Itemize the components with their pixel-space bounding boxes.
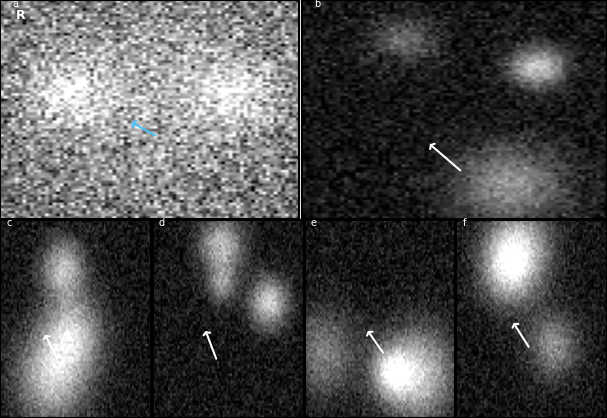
Text: R: R bbox=[16, 9, 25, 22]
Text: f: f bbox=[463, 218, 466, 228]
Text: c: c bbox=[6, 218, 12, 228]
Text: e: e bbox=[311, 218, 317, 228]
Text: a: a bbox=[12, 0, 18, 9]
Text: d: d bbox=[159, 218, 165, 228]
Text: b: b bbox=[314, 0, 320, 9]
Text: ★: ★ bbox=[75, 74, 92, 92]
